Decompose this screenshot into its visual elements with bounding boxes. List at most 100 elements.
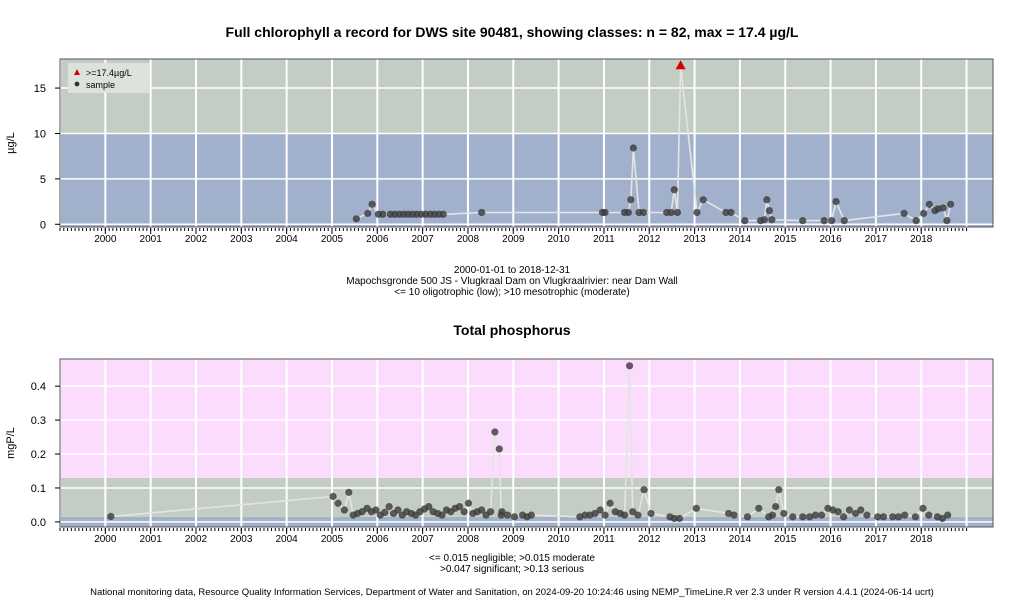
x-tick-label: 2013 bbox=[683, 534, 706, 545]
chlorophyll-class-note: <= 10 oligotrophic (low); >10 mesotrophi… bbox=[394, 287, 630, 298]
data-point bbox=[372, 506, 380, 514]
data-point bbox=[818, 511, 826, 519]
data-point bbox=[460, 508, 468, 516]
data-point bbox=[944, 511, 952, 519]
data-point bbox=[670, 514, 678, 523]
chlorophyll-site-note: Mapochsgronde 500 JS - Vlugkraal Dam on … bbox=[346, 276, 678, 287]
data-point bbox=[840, 513, 848, 521]
chart-title-chlorophyll: Full chlorophyll a record for DWS site 9… bbox=[225, 24, 799, 40]
plot-frame bbox=[59, 58, 994, 228]
x-tick-label: 2002 bbox=[185, 534, 208, 545]
y-tick-label: 0.3 bbox=[31, 415, 46, 427]
data-point bbox=[639, 208, 648, 217]
data-point bbox=[606, 499, 614, 507]
data-point bbox=[947, 200, 955, 208]
data-point bbox=[901, 511, 909, 519]
data-point bbox=[107, 512, 115, 521]
x-tick-label: 2006 bbox=[366, 234, 389, 245]
data-point bbox=[675, 514, 684, 523]
x-tick-label: 2004 bbox=[276, 234, 299, 245]
y-tick-label: 0.4 bbox=[31, 381, 46, 393]
legend-marker-dot bbox=[74, 81, 80, 87]
legend-label: sample bbox=[86, 80, 115, 90]
data-point bbox=[379, 210, 387, 218]
data-point bbox=[627, 196, 635, 204]
data-point bbox=[394, 506, 402, 514]
y-tick-label: 5 bbox=[40, 174, 46, 186]
data-point bbox=[667, 208, 675, 217]
x-tick-label: 2002 bbox=[185, 234, 208, 245]
data-point bbox=[834, 508, 842, 516]
data-point bbox=[510, 513, 518, 521]
data-point bbox=[385, 503, 393, 511]
data-point bbox=[919, 209, 928, 217]
footer-credit: National monitoring data, Resource Quali… bbox=[90, 587, 934, 598]
x-tick-label: 2015 bbox=[774, 234, 797, 245]
x-tick-label: 2010 bbox=[547, 234, 570, 245]
x-tick-label: 2000 bbox=[94, 234, 117, 245]
x-tick-label: 2011 bbox=[593, 534, 615, 545]
data-point bbox=[495, 445, 503, 453]
x-tick-label: 2017 bbox=[865, 534, 888, 545]
data-point bbox=[811, 511, 820, 519]
data-point bbox=[820, 217, 828, 225]
data-point bbox=[439, 210, 447, 218]
x-tick-label: 2012 bbox=[638, 234, 661, 245]
data-point bbox=[799, 217, 807, 225]
x-tick-label: 2008 bbox=[457, 234, 480, 245]
data-point bbox=[464, 499, 473, 507]
data-point bbox=[629, 144, 637, 152]
x-tick-label: 2015 bbox=[774, 534, 797, 545]
data-point bbox=[527, 511, 535, 519]
data-point bbox=[487, 508, 495, 516]
chart-title-phosphorus: Total phosphorus bbox=[453, 322, 571, 338]
data-point bbox=[647, 509, 655, 518]
data-point bbox=[925, 511, 933, 519]
data-point bbox=[503, 511, 512, 519]
x-tick-label: 2018 bbox=[910, 534, 933, 545]
data-point bbox=[780, 509, 788, 518]
y-tick-label: 0.1 bbox=[31, 483, 46, 495]
data-point bbox=[724, 509, 733, 518]
data-point bbox=[943, 217, 951, 225]
data-point bbox=[840, 217, 848, 225]
class-band bbox=[60, 359, 993, 478]
data-point bbox=[828, 217, 836, 225]
data-point bbox=[741, 217, 749, 225]
y-axis-label: mgP/L bbox=[5, 427, 17, 459]
data-point bbox=[722, 208, 730, 217]
x-tick-label: 2008 bbox=[457, 534, 480, 545]
data-point bbox=[755, 504, 763, 512]
y-tick-label: 0.2 bbox=[31, 449, 46, 461]
legend-marker-triangle bbox=[74, 69, 80, 75]
data-point bbox=[498, 508, 506, 516]
data-point bbox=[352, 215, 360, 223]
data-point bbox=[806, 513, 814, 521]
plot-frame bbox=[59, 358, 994, 528]
y-axis-label: µg/L bbox=[5, 132, 17, 154]
data-point bbox=[938, 514, 947, 523]
phosphorus-class-note-1: <= 0.015 negligible; >0.015 moderate bbox=[429, 553, 595, 564]
data-point bbox=[640, 486, 648, 494]
data-point bbox=[438, 511, 446, 519]
y-tick-label: 0 bbox=[40, 219, 46, 231]
x-tick-label: 2012 bbox=[638, 534, 661, 545]
x-tick-label: 2001 bbox=[140, 234, 163, 245]
data-point bbox=[879, 513, 888, 521]
x-tick-label: 2007 bbox=[411, 534, 434, 545]
data-point bbox=[911, 513, 920, 521]
data-point bbox=[624, 208, 632, 217]
x-tick-label: 2013 bbox=[683, 234, 706, 245]
data-point bbox=[625, 362, 634, 370]
y-tick-label: 0.0 bbox=[31, 517, 46, 529]
data-point bbox=[832, 197, 840, 206]
data-point bbox=[768, 511, 777, 519]
data-point bbox=[789, 513, 797, 521]
data-point bbox=[939, 204, 947, 212]
x-tick-label: 2014 bbox=[729, 534, 752, 545]
data-point bbox=[845, 506, 854, 514]
data-point bbox=[765, 207, 773, 215]
x-tick-label: 2017 bbox=[865, 234, 888, 245]
